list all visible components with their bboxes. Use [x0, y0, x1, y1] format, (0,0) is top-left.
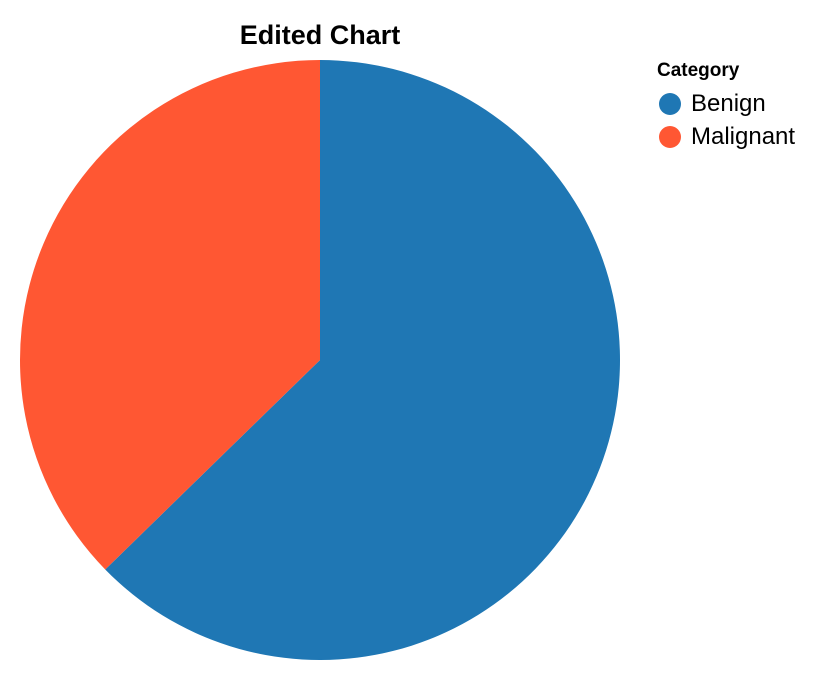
legend-label-benign: Benign	[691, 89, 766, 117]
pie-slice-benign	[105, 60, 620, 660]
legend-label-malignant: Malignant	[691, 122, 796, 150]
legend-item-malignant: Malignant	[657, 120, 795, 153]
legend-swatch-malignant	[659, 125, 681, 148]
pie-slice-malignant	[19, 60, 321, 570]
legend: Category Benign Malignant	[657, 59, 795, 153]
legend-swatch-benign	[659, 92, 681, 115]
legend-title: Category	[657, 60, 740, 81]
pie-slices	[19, 60, 620, 660]
chart-title: Edited Chart	[239, 20, 401, 50]
legend-item-benign: Benign	[657, 87, 795, 120]
